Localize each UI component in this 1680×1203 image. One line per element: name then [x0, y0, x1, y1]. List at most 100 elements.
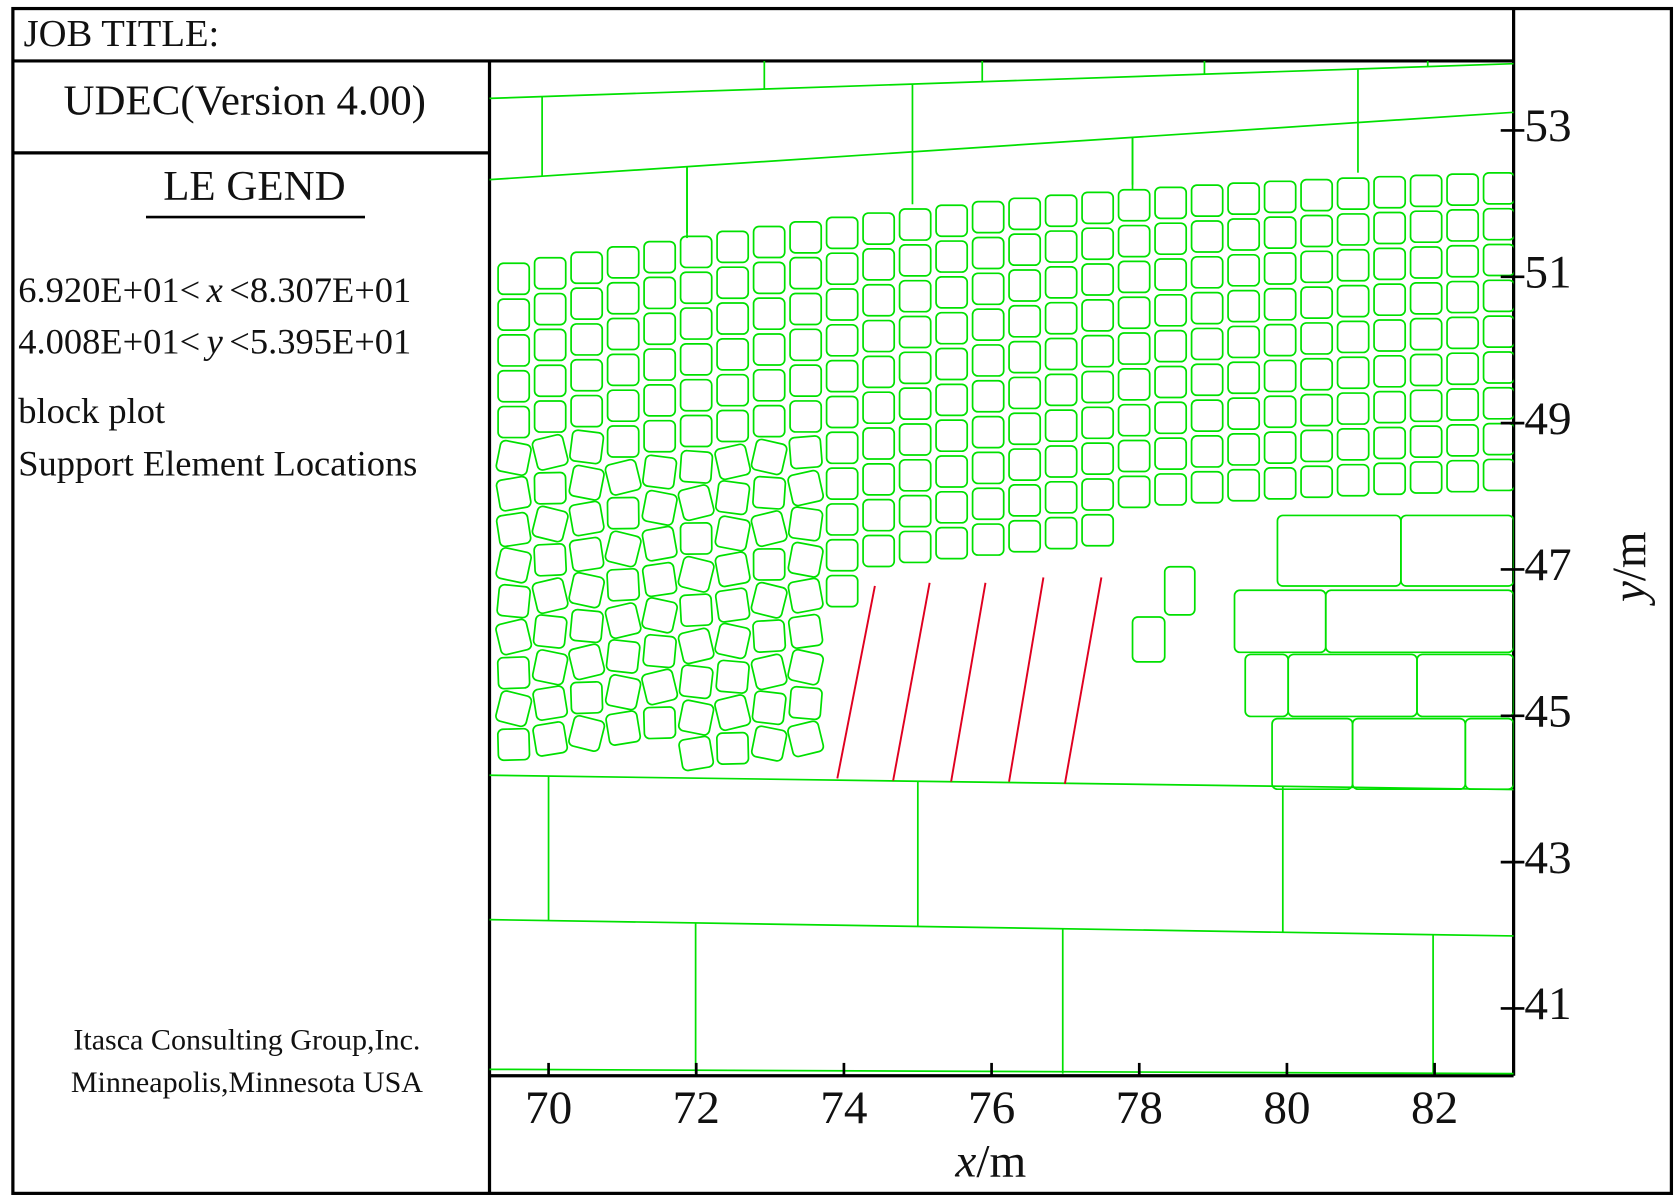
block: [935, 347, 969, 381]
block: [789, 292, 823, 326]
block: [1373, 354, 1407, 388]
block: [935, 526, 969, 560]
block: [789, 328, 823, 362]
block: [752, 548, 786, 581]
block: [898, 530, 932, 564]
block: [1008, 376, 1042, 410]
block: [1446, 423, 1480, 457]
block: [789, 220, 823, 254]
block: [642, 706, 677, 740]
block: [1117, 188, 1151, 222]
block: [533, 256, 567, 290]
block: [1409, 281, 1443, 315]
joint: [489, 774, 1514, 791]
x-tick-label: 72: [673, 1082, 720, 1134]
block: [1008, 412, 1042, 446]
block: [496, 727, 531, 762]
block: [1373, 247, 1407, 281]
block: [1190, 184, 1224, 218]
block: [570, 323, 604, 356]
block: [643, 240, 677, 274]
block: [679, 593, 714, 628]
block: [1336, 428, 1370, 461]
block: [787, 720, 825, 758]
block: [495, 618, 533, 656]
block: [898, 387, 932, 421]
block: [642, 454, 678, 490]
block: [1300, 322, 1334, 355]
block: [1081, 263, 1115, 296]
block: [1227, 468, 1261, 502]
block: [570, 287, 604, 320]
block: [1244, 653, 1290, 718]
block: [862, 427, 896, 460]
block: [1117, 403, 1151, 437]
block: [532, 685, 569, 721]
block: [677, 484, 715, 522]
block: [750, 438, 788, 476]
block: [1008, 197, 1042, 231]
block: [715, 731, 750, 766]
block: [1263, 287, 1297, 321]
block: [1263, 252, 1297, 285]
block: [677, 555, 715, 593]
x-tick-label: 82: [1411, 1082, 1458, 1134]
block: [1300, 465, 1334, 499]
block: [1044, 445, 1078, 478]
block: [1409, 246, 1443, 279]
block: [716, 373, 750, 407]
job-title: JOB TITLE:: [24, 13, 220, 55]
block: [1409, 389, 1443, 423]
block: [1263, 359, 1297, 393]
block: [531, 505, 569, 543]
block: [1044, 337, 1078, 371]
support-element: [1008, 577, 1045, 782]
block: [1482, 207, 1514, 241]
block: [714, 515, 751, 552]
block: [532, 614, 568, 649]
block: [1300, 429, 1334, 463]
block: [641, 489, 678, 526]
block: [1117, 260, 1151, 294]
block: [789, 256, 823, 290]
block: [643, 419, 677, 453]
block: [604, 458, 642, 496]
block: [533, 400, 567, 433]
block: [570, 394, 604, 428]
x-range-var: x: [206, 270, 223, 310]
joint: [489, 1068, 1514, 1075]
block: [497, 405, 531, 439]
y-range: 4.008E+01< y <5.395E+01: [18, 322, 411, 362]
joint: [489, 62, 1514, 100]
block: [1154, 437, 1188, 470]
x-tick-label: 70: [525, 1082, 572, 1134]
block: [1263, 431, 1297, 464]
block: [1336, 392, 1370, 425]
block: [714, 587, 751, 623]
block: [679, 522, 713, 555]
x-tick-label: 76: [968, 1082, 1015, 1134]
block: [1482, 315, 1514, 349]
block: [606, 567, 641, 602]
block: [898, 351, 932, 385]
block: [1373, 426, 1407, 460]
block: [1081, 478, 1115, 511]
block: [1263, 323, 1297, 357]
block: [1044, 480, 1078, 514]
block: [495, 511, 532, 548]
block: [971, 272, 1005, 306]
block: [605, 710, 642, 746]
y-label-var: y: [1604, 581, 1656, 606]
block: [825, 288, 859, 321]
block: [679, 378, 713, 412]
block: [1400, 514, 1514, 587]
block: [1276, 514, 1402, 587]
block: [1409, 317, 1443, 351]
block: [1008, 448, 1042, 481]
block: [495, 690, 533, 728]
block: [825, 431, 859, 465]
block: [752, 368, 786, 402]
y-tick-label: 51: [1524, 247, 1571, 299]
block: [1482, 351, 1514, 384]
block: [1336, 248, 1370, 282]
